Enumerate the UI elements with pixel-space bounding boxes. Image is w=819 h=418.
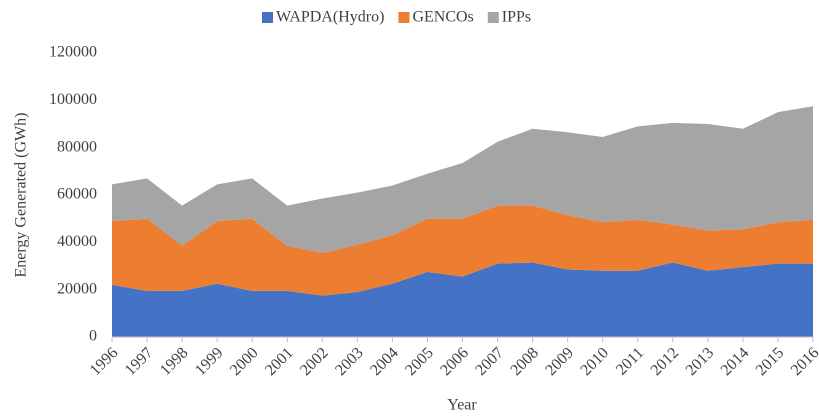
x-tick-label: 2001: [262, 344, 297, 379]
y-axis-title: Energy Generated (GWh): [13, 113, 30, 278]
x-tick-label: 1999: [192, 344, 227, 379]
legend-label: GENCOs: [412, 9, 473, 26]
area: [112, 262, 813, 337]
x-tick-label: 2005: [402, 344, 437, 379]
legend-label: WAPDA(Hydro): [276, 9, 384, 26]
x-tick-label: 2003: [332, 344, 367, 379]
x-tick-label: 2008: [507, 344, 542, 379]
x-tick-label: 2002: [297, 344, 332, 379]
y-tick-label: 80000: [57, 138, 97, 155]
x-tick-label: 2014: [718, 344, 753, 379]
x-tick-label: 2007: [472, 344, 507, 379]
x-tick-label: 2011: [613, 344, 647, 378]
legend-swatch: [398, 12, 410, 23]
legend-label: IPPs: [502, 9, 531, 26]
x-tick-label: 2010: [577, 344, 612, 379]
x-tick-label: 2000: [227, 344, 262, 379]
legend: WAPDA(Hydro) GENCOs IPPs: [262, 9, 531, 26]
x-tick-label: 1997: [122, 344, 157, 379]
y-tick-label: 40000: [57, 233, 97, 250]
x-tick-label: 2006: [437, 344, 472, 379]
y-tick-label: 120000: [49, 44, 97, 61]
x-tick-label: 1998: [157, 344, 192, 379]
x-axis-title: Year: [447, 397, 477, 414]
y-tick-label: 60000: [57, 186, 97, 203]
y-tick-label: 20000: [57, 280, 97, 297]
area: [112, 205, 813, 296]
y-tick-label: 0: [89, 328, 97, 345]
x-tick-label: 1996: [87, 344, 122, 379]
x-tick-label: 2004: [367, 344, 402, 379]
legend-swatch: [487, 12, 499, 23]
y-tick-label: 100000: [49, 91, 97, 108]
x-tick-label: 2012: [648, 344, 683, 379]
x-tick-label: 2013: [683, 344, 718, 379]
x-tick-label: 2016: [788, 344, 819, 379]
x-tick-label: 2015: [753, 344, 788, 379]
area: [112, 106, 813, 253]
x-tick-label: 2009: [542, 344, 577, 379]
legend-swatch: [262, 12, 273, 23]
